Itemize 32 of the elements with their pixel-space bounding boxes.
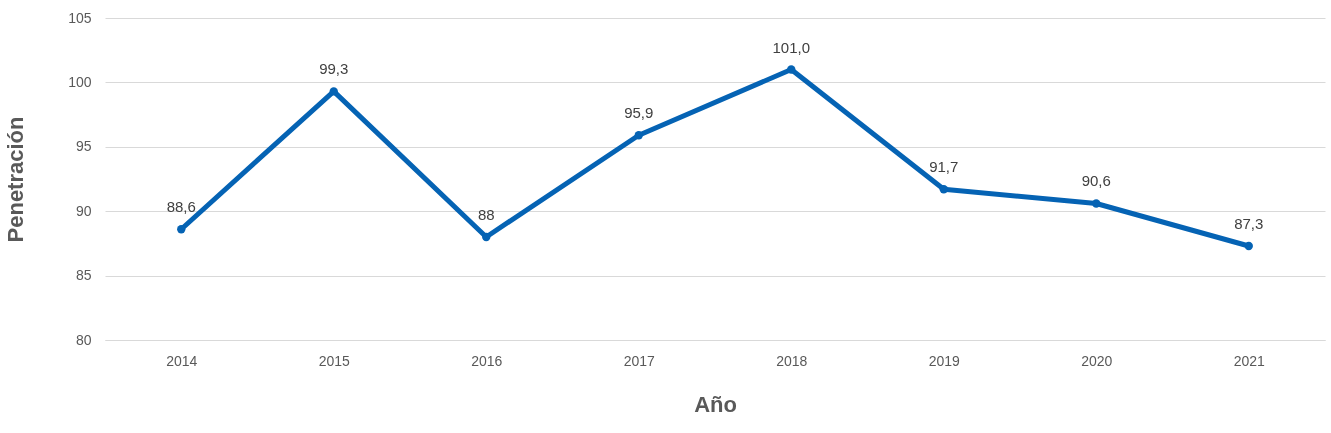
data-label: 101,0 bbox=[772, 38, 811, 56]
x-tick-label: 2015 bbox=[318, 352, 351, 369]
x-tick-label: 2017 bbox=[623, 352, 656, 369]
point bbox=[1092, 199, 1101, 208]
y-tick-label: 80 bbox=[75, 331, 92, 348]
point bbox=[787, 65, 796, 74]
y-tick-label: 100 bbox=[68, 73, 92, 90]
point bbox=[329, 87, 338, 96]
x-tick-label: 2018 bbox=[776, 352, 808, 369]
data-label: 95,9 bbox=[624, 104, 654, 122]
point bbox=[1244, 241, 1253, 251]
data-label: 90,6 bbox=[1081, 172, 1111, 190]
y-tick-label: 85 bbox=[75, 267, 92, 284]
point bbox=[482, 232, 491, 242]
data-label: 99,3 bbox=[319, 60, 349, 78]
data-label: 87,3 bbox=[1234, 214, 1264, 232]
x-axis-title: Año bbox=[694, 391, 737, 417]
y-axis-title: Penetración bbox=[3, 116, 29, 243]
point bbox=[634, 131, 643, 140]
x-tick-label: 2020 bbox=[1081, 352, 1113, 369]
point bbox=[939, 185, 948, 194]
data-label: 88,6 bbox=[166, 198, 196, 216]
y-tick-label: 105 bbox=[68, 9, 92, 26]
data-label: 88 bbox=[477, 205, 495, 223]
x-tick-label: 2019 bbox=[928, 352, 961, 369]
data-label: 91,7 bbox=[929, 158, 959, 176]
x-tick-label: 2014 bbox=[166, 352, 198, 369]
y-tick-label: 90 bbox=[75, 202, 92, 219]
point bbox=[177, 225, 186, 234]
y-tick-label: 95 bbox=[75, 138, 92, 155]
x-tick-label: 2016 bbox=[471, 352, 503, 369]
x-tick-label: 2021 bbox=[1233, 352, 1266, 369]
